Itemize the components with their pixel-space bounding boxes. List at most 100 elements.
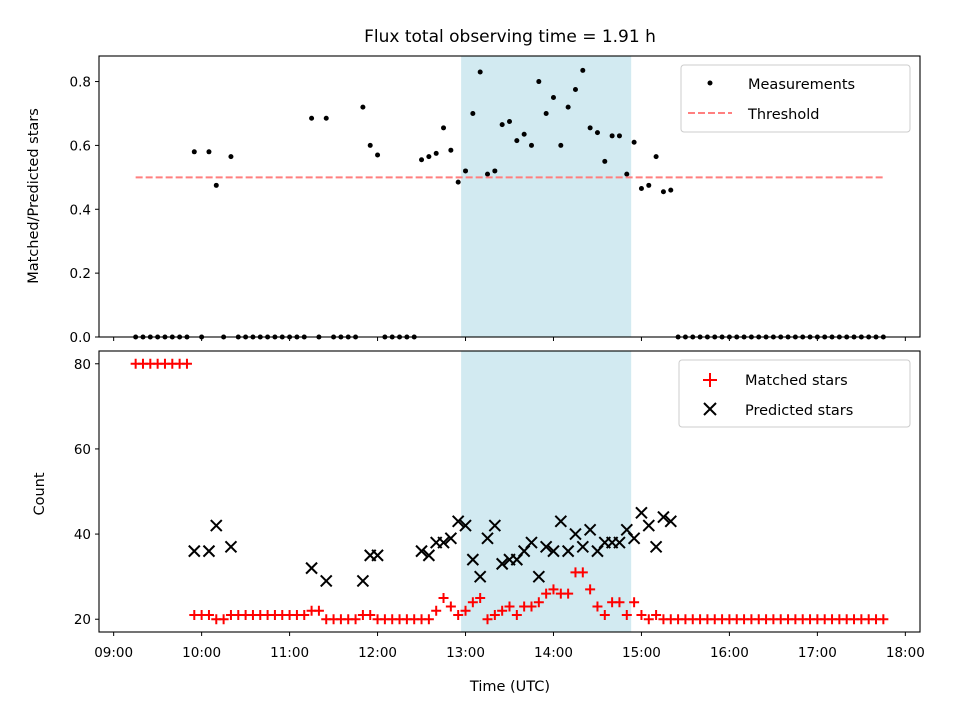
matched-stars-point: [445, 601, 456, 612]
x-tick-label: 18:00: [886, 645, 925, 661]
measurement-point: [631, 139, 637, 145]
predicted-stars-point: [547, 544, 560, 558]
bottom-panel-frame: [98, 350, 921, 633]
measurement-point: [536, 79, 542, 85]
matched-stars-point: [878, 614, 889, 625]
matched-stars-point: [548, 584, 559, 595]
predicted-stars-point: [444, 532, 458, 545]
predicted-stars-point: [627, 532, 641, 545]
matched-stars-point: [585, 584, 596, 595]
measurement-point: [653, 154, 659, 160]
measurement-point: [360, 104, 366, 110]
predicted-stars-point: [576, 540, 590, 554]
y-tick-label: 40: [74, 527, 91, 543]
y-tick-label: 0.0: [70, 330, 91, 346]
matched-stars-point: [350, 614, 361, 625]
predicted-stars-point: [635, 506, 648, 519]
y-tick-label: 0.2: [70, 266, 91, 282]
y-tick-label: 0.4: [70, 202, 91, 218]
legend-matched-label: Matched stars: [745, 373, 848, 389]
matched-stars-point: [203, 609, 214, 620]
measurement-point: [448, 147, 454, 153]
x-tick-label: 17:00: [798, 645, 837, 661]
predicted-stars-point: [466, 553, 480, 566]
predicted-stars-point: [525, 536, 538, 549]
y-tick-label: 20: [74, 612, 91, 628]
y-tick-label: 80: [74, 357, 91, 373]
legend-predicted-marker: [703, 402, 717, 416]
measurement-point: [426, 154, 432, 160]
predicted-stars-point: [539, 540, 553, 554]
bottom-panel-y-ticks: 20 40 60 80: [74, 357, 99, 628]
measurement-point: [668, 187, 674, 193]
legend-matched-marker: [703, 373, 717, 387]
bottom-panel: 20 40 60 80 09:00 10:00 11:00 12:00 13:00 14:00 1…: [32, 350, 925, 695]
measurement-point: [602, 158, 608, 164]
top-panel-y-ticks: 0.0 0.2 0.4 0.6 0.8: [70, 75, 99, 346]
measurement-point: [206, 149, 212, 155]
matched-stars-point: [533, 597, 544, 608]
predicted-stars-point: [188, 544, 201, 558]
measurement-point: [470, 110, 476, 116]
matched-stars-point: [504, 601, 515, 612]
predicted-stars-point: [642, 519, 655, 532]
predicted-stars-point: [422, 549, 436, 562]
top-panel-ylabel: Matched/Predicted stars: [26, 108, 42, 284]
legend-threshold-label: Threshold: [747, 107, 819, 123]
matched-stars-point: [181, 358, 192, 369]
measurement-point: [463, 168, 469, 174]
measurement-point: [550, 95, 556, 101]
y-tick-label: 0.8: [70, 75, 91, 91]
measurement-point: [660, 189, 666, 195]
matched-stars-point: [423, 614, 434, 625]
predicted-stars-point: [569, 527, 582, 541]
matched-stars-point: [621, 609, 632, 620]
bottom-legend-box: [678, 359, 911, 428]
predicted-stars-point: [561, 544, 575, 558]
predicted-stars-point: [495, 557, 509, 571]
measurement-point: [528, 142, 534, 148]
legend-measurements-label: Measurements: [748, 77, 855, 93]
matched-stars-point: [489, 609, 500, 620]
matched-stars-point: [577, 567, 588, 578]
x-tick-label: 16:00: [710, 645, 749, 661]
predicted-stars-point: [210, 519, 223, 532]
predicted-stars-point: [488, 519, 502, 532]
matched-stars-point: [592, 601, 603, 612]
predicted-stars-point: [320, 574, 333, 588]
measurement-point: [616, 133, 622, 139]
predicted-stars-point: [371, 549, 384, 562]
measurement-point: [441, 125, 447, 131]
top-legend: Measurements Threshold: [680, 64, 911, 133]
measurement-point: [507, 118, 512, 124]
matched-stars-point: [313, 605, 324, 616]
matched-stars-point: [599, 609, 610, 620]
predicted-stars-point: [356, 574, 370, 588]
measurement-point: [419, 157, 425, 163]
predicted-stars-point: [202, 544, 216, 558]
chart-title: Flux total observing time = 1.91 h: [364, 27, 656, 47]
matched-stars-point: [497, 605, 508, 616]
measurement-point: [558, 142, 564, 148]
measurement-point: [213, 182, 219, 188]
matched-stars-point: [511, 609, 522, 620]
matched-stars-point: [431, 605, 442, 616]
matched-stars-point: [563, 588, 574, 599]
bottom-panel-marks: [130, 358, 889, 625]
measurement-point: [572, 87, 578, 93]
measurement-point: [191, 149, 197, 155]
predicted-stars-point: [224, 540, 238, 554]
matched-stars-point: [453, 609, 464, 620]
x-tick-label: 09:00: [94, 645, 133, 661]
measurement-point: [543, 110, 549, 116]
matched-stars-point: [365, 609, 376, 620]
y-tick-label: 60: [74, 442, 91, 458]
measurement-point: [624, 171, 630, 177]
predicted-stars-point: [481, 532, 494, 545]
predicted-stars-point: [657, 510, 670, 524]
top-panel: 0.00.20.40.60.8 Matched/Predicted stars …: [26, 55, 921, 346]
measurement-point: [594, 130, 600, 136]
observing-window-span-top: [461, 56, 632, 337]
measurement-point: [565, 104, 571, 110]
x-tick-label: 14:00: [534, 645, 573, 661]
